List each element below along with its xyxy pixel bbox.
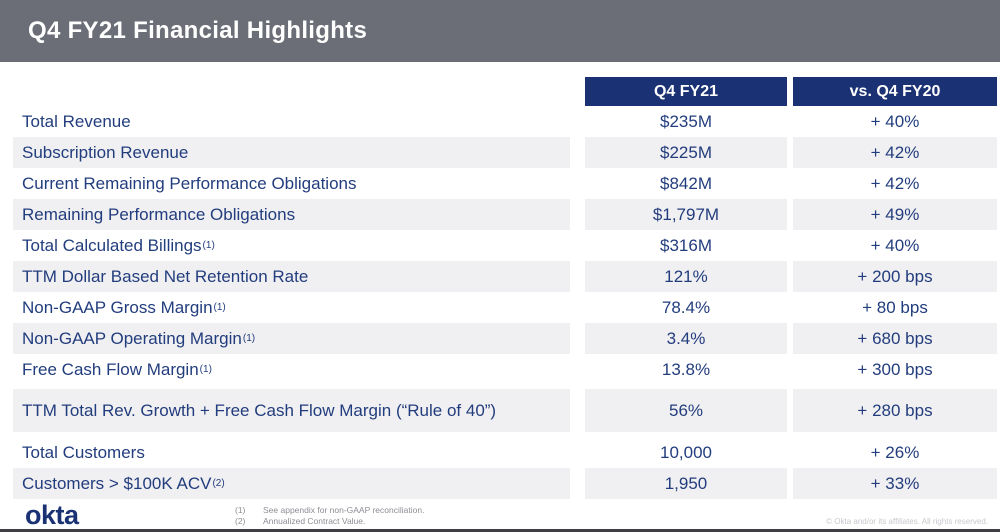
value-vs-q4fy20: + 200 bps xyxy=(793,261,997,292)
value-q4fy21: 121% xyxy=(585,261,787,292)
row-label: Non-GAAP Operating Margin (1) xyxy=(13,323,570,354)
row-label: Remaining Performance Obligations xyxy=(13,199,570,230)
value-q4fy21: 13.8% xyxy=(661,359,711,379)
row-label: Subscription Revenue xyxy=(13,137,570,168)
footnote-2: (2) Annualized Contract Value. xyxy=(235,516,424,527)
value-q4fy21: 1,950 xyxy=(585,468,787,499)
table-row: Total Revenue $235M + 40% xyxy=(0,106,1000,137)
footnote-1-text: See appendix for non-GAAP reconciliation… xyxy=(263,505,425,515)
column-gap xyxy=(570,168,585,199)
row-label: Total Customers xyxy=(22,442,145,462)
value-q4fy21: $842M xyxy=(660,173,712,193)
table-row: Free Cash Flow Margin (1) 13.8% + 300 bps xyxy=(0,354,1000,385)
value-vs-q4fy20: + 42% xyxy=(793,137,997,168)
table-row: Non-GAAP Gross Margin (1) 78.4% + 80 bps xyxy=(0,292,1000,323)
column-gap xyxy=(570,354,585,385)
slide-footer: okta (1) See appendix for non-GAAP recon… xyxy=(0,499,1000,532)
column-gap xyxy=(570,137,585,168)
table-row: TTM Total Rev. Growth + Free Cash Flow M… xyxy=(0,389,1000,432)
value-q4fy21: 10,000 xyxy=(660,442,712,462)
column-gap xyxy=(570,468,585,499)
value-vs-q4fy20: + 33% xyxy=(793,468,997,499)
value-q4fy21: $316M xyxy=(660,235,712,255)
column-gap xyxy=(570,389,585,432)
value-q4fy21: 3.4% xyxy=(585,323,787,354)
value-vs-q4fy20: + 40% xyxy=(870,111,920,131)
value-vs-q4fy20: + 49% xyxy=(793,199,997,230)
financial-highlights-table: Q4 FY21 vs. Q4 FY20 Total Revenue $235M … xyxy=(0,77,1000,499)
okta-logo: okta xyxy=(25,500,79,530)
column-gap xyxy=(570,323,585,354)
table-row: Current Remaining Performance Obligation… xyxy=(0,168,1000,199)
value-vs-q4fy20: + 680 bps xyxy=(793,323,997,354)
footnote-2-text: Annualized Contract Value. xyxy=(263,515,366,526)
column-header-vs-q4fy20: vs. Q4 FY20 xyxy=(793,77,997,106)
value-q4fy21: $1,797M xyxy=(585,199,787,230)
table-row: Subscription Revenue $225M + 42% xyxy=(0,137,1000,168)
footnote-1-number: (1) xyxy=(235,505,246,515)
table-row: Non-GAAP Operating Margin (1) 3.4% + 680 … xyxy=(0,323,1000,354)
column-gap xyxy=(570,437,585,468)
column-gap xyxy=(570,199,585,230)
value-q4fy21: $225M xyxy=(585,137,787,168)
table-row: Customers > $100K ACV (2) 1,950 + 33% xyxy=(0,468,1000,499)
footnote-2-number: (2) xyxy=(235,515,246,526)
value-vs-q4fy20: + 300 bps xyxy=(857,359,933,379)
value-vs-q4fy20: + 280 bps xyxy=(793,389,997,432)
table-body: Total Revenue $235M + 40% Subscription R… xyxy=(0,106,1000,499)
column-header-q4fy21: Q4 FY21 xyxy=(585,77,787,106)
table-header-row: Q4 FY21 vs. Q4 FY20 xyxy=(0,77,1000,106)
column-gap xyxy=(570,106,585,137)
header-spacer xyxy=(0,77,585,106)
value-q4fy21: $235M xyxy=(660,111,712,131)
row-label: TTM Total Rev. Growth + Free Cash Flow M… xyxy=(13,389,570,432)
row-label: Total Calculated Billings (1) xyxy=(22,235,215,255)
column-gap xyxy=(570,261,585,292)
table-row: Total Calculated Billings (1) $316M + 40% xyxy=(0,230,1000,261)
table-row: Remaining Performance Obligations $1,797… xyxy=(0,199,1000,230)
table-row: Total Customers 10,000 + 26% xyxy=(0,437,1000,468)
copyright-text: © Okta and/or its affiliates. All rights… xyxy=(826,517,988,526)
footnote-1: (1) See appendix for non-GAAP reconcilia… xyxy=(235,505,424,516)
row-label: TTM Dollar Based Net Retention Rate xyxy=(13,261,570,292)
row-label: Total Revenue xyxy=(22,111,131,131)
table-row: TTM Dollar Based Net Retention Rate 121%… xyxy=(0,261,1000,292)
value-q4fy21: 56% xyxy=(585,389,787,432)
title-bar: Q4 FY21 Financial Highlights xyxy=(0,0,1000,62)
row-label: Customers > $100K ACV (2) xyxy=(13,468,570,499)
footnotes: (1) See appendix for non-GAAP reconcilia… xyxy=(235,505,424,526)
column-gap xyxy=(570,292,585,323)
column-gap xyxy=(570,230,585,261)
bottom-edge-strip xyxy=(0,529,1000,532)
value-vs-q4fy20: + 42% xyxy=(870,173,920,193)
value-vs-q4fy20: + 80 bps xyxy=(862,297,928,317)
row-label: Current Remaining Performance Obligation… xyxy=(22,173,357,193)
value-vs-q4fy20: + 40% xyxy=(870,235,920,255)
value-q4fy21: 78.4% xyxy=(661,297,711,317)
value-vs-q4fy20: + 26% xyxy=(870,442,920,462)
row-label: Non-GAAP Gross Margin (1) xyxy=(22,297,226,317)
row-label: Free Cash Flow Margin (1) xyxy=(22,359,212,379)
slide-title: Q4 FY21 Financial Highlights xyxy=(28,17,368,44)
